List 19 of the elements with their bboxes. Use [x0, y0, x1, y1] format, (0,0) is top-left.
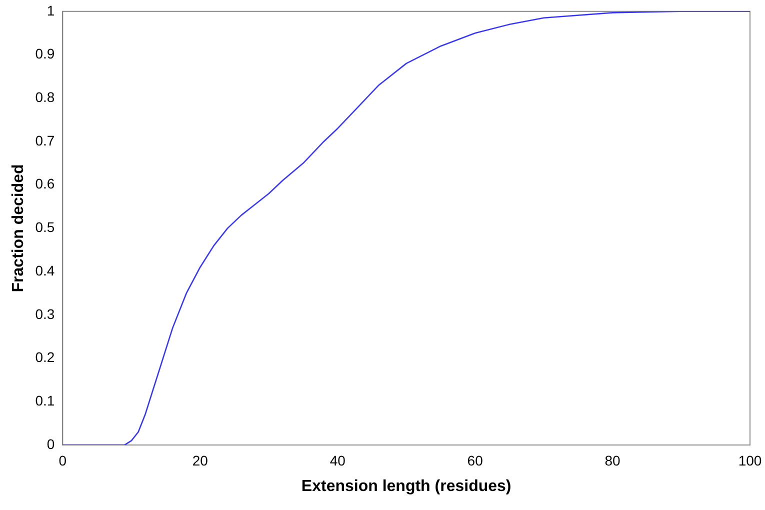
- y-tick-label: 0.1: [35, 392, 55, 408]
- x-tick-label: 20: [192, 452, 208, 468]
- x-tick-label: 0: [58, 452, 67, 468]
- y-tick-label: 0.3: [35, 306, 55, 322]
- x-tick-label: 100: [738, 452, 762, 468]
- y-tick-label: 0.5: [35, 219, 55, 236]
- x-axis-title: Extension length (residues): [301, 478, 512, 495]
- y-tick-label: 0.9: [35, 46, 55, 62]
- y-tick-label: 1: [46, 2, 55, 18]
- y-tick-label: 0.2: [35, 349, 55, 366]
- y-tick-label: 0.4: [35, 262, 55, 278]
- y-axis-title: Fraction decided: [10, 164, 28, 292]
- y-tick-label: 0.6: [35, 176, 55, 192]
- x-tick-label: 80: [604, 452, 621, 468]
- y-tick-label: 0.7: [35, 132, 55, 148]
- x-tick-label: 60: [467, 452, 484, 468]
- y-tick-label: 0: [46, 436, 55, 452]
- x-tick-label: 40: [330, 452, 346, 468]
- y-tick-label: 0.8: [35, 88, 55, 105]
